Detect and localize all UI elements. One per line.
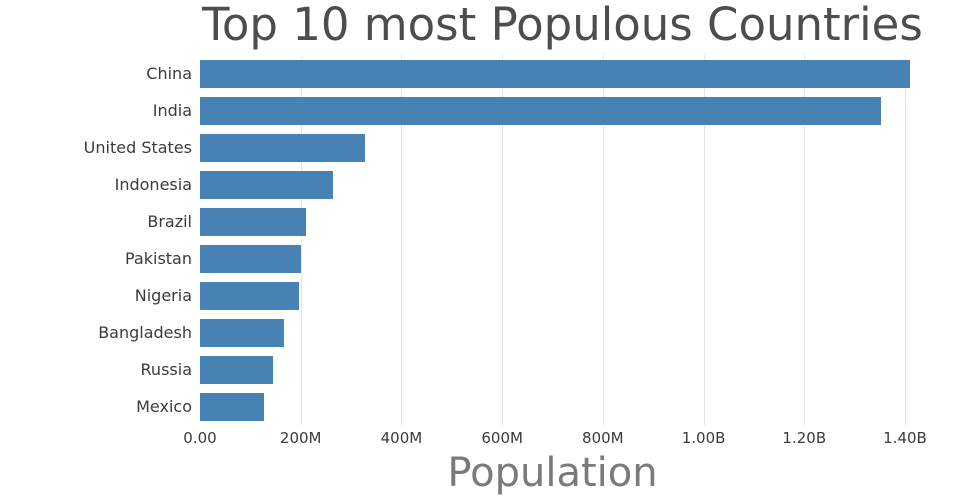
y-axis: China India United States Indonesia Brazil Pa… xyxy=(0,55,192,425)
y-tick-label: Brazil xyxy=(147,212,192,231)
y-tick-label: India xyxy=(152,101,192,120)
bar-nigeria xyxy=(200,281,299,310)
bar-brazil xyxy=(200,207,306,236)
x-tick-label: 1.40B xyxy=(883,429,927,447)
bar-united-states xyxy=(200,133,366,162)
y-tick-label: Nigeria xyxy=(134,286,192,305)
x-axis: 0.00 200M 400M 600M 800M 1.00B 1.20B 1.40B xyxy=(0,429,960,451)
y-tick-label: Pakistan xyxy=(125,249,192,268)
y-tick-label: Indonesia xyxy=(114,175,192,194)
plot-area xyxy=(200,55,960,425)
gridline xyxy=(703,55,705,425)
bar-china xyxy=(200,59,911,88)
x-tick-label: 1.00B xyxy=(681,429,726,447)
x-tick-label: 600M xyxy=(481,429,523,447)
y-tick-label: Mexico xyxy=(136,397,192,416)
x-tick-label: 0.00 xyxy=(183,429,217,447)
y-tick-label: Bangladesh xyxy=(98,323,192,342)
bar-indonesia xyxy=(200,170,333,199)
x-tick-label: 800M xyxy=(582,429,624,447)
gridline xyxy=(401,55,403,425)
gridline xyxy=(602,55,604,425)
x-axis-label: Population xyxy=(447,450,658,496)
bar-india xyxy=(200,96,882,125)
bar-russia xyxy=(200,355,273,384)
gridline xyxy=(905,55,906,425)
x-tick-label: 200M xyxy=(279,429,322,447)
bar-bangladesh xyxy=(200,318,284,347)
y-tick-label: Russia xyxy=(140,360,192,379)
x-tick-label: 400M xyxy=(380,429,423,447)
x-tick-label: 1.20B xyxy=(782,429,827,447)
bar-mexico xyxy=(200,392,265,421)
gridline xyxy=(804,55,806,425)
bar-pakistan xyxy=(200,244,301,273)
y-tick-label: United States xyxy=(83,138,192,157)
gridline xyxy=(502,55,504,425)
y-tick-label: China xyxy=(146,64,192,83)
gridline xyxy=(300,55,302,425)
chart-title: Top 10 most Populous Countries xyxy=(202,0,923,51)
